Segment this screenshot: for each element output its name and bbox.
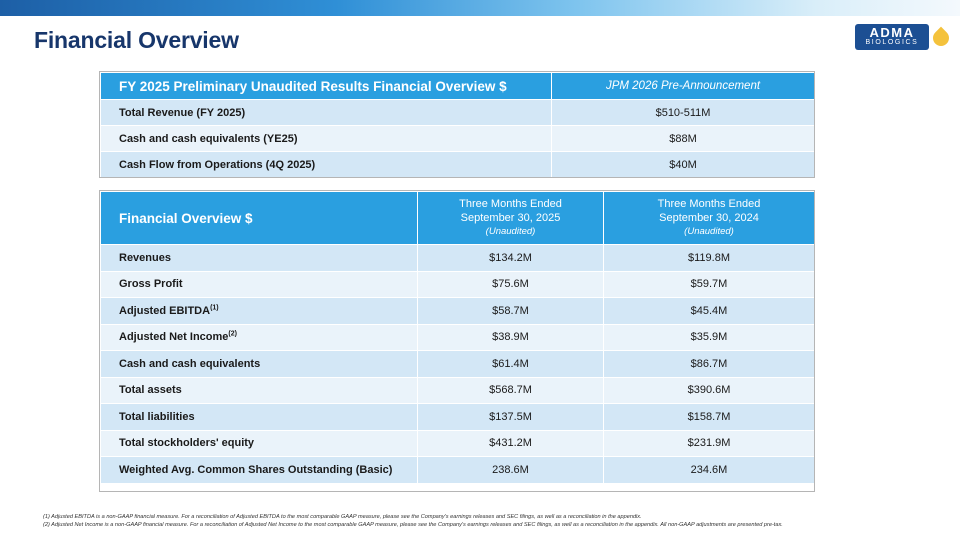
col-header-line1: Three Months Ended bbox=[657, 198, 761, 210]
value-2024: $45.4M bbox=[603, 297, 815, 325]
col-header-line2: September 30, 2025 bbox=[460, 212, 561, 224]
footnote-1: (1) Adjusted EBITDA is a non-GAAP financ… bbox=[43, 514, 642, 520]
row-label-text: Revenues bbox=[119, 251, 171, 264]
financial-overview-table: Financial Overview $ Three Months Ended … bbox=[100, 191, 815, 484]
table-row: Total assets $568.7M $390.6M bbox=[100, 376, 815, 404]
preliminary-results-table: FY 2025 Preliminary Unaudited Results Fi… bbox=[100, 72, 815, 178]
row-value: $510-511M bbox=[551, 99, 815, 126]
row-label: Total assets bbox=[100, 376, 418, 404]
row-label: Weighted Avg. Common Shares Outstanding … bbox=[100, 456, 418, 484]
table1-header-left: FY 2025 Preliminary Unaudited Results Fi… bbox=[100, 72, 552, 100]
value-2025: $568.7M bbox=[417, 376, 604, 404]
value-2025: 238.6M bbox=[417, 456, 604, 484]
value-2025: $137.5M bbox=[417, 403, 604, 431]
table-row: Cash and cash equivalents $61.4M $86.7M bbox=[100, 350, 815, 378]
row-label: Cash Flow from Operations (4Q 2025) bbox=[100, 151, 552, 178]
top-gradient-band bbox=[0, 0, 960, 16]
row-label: Total stockholders' equity bbox=[100, 429, 418, 457]
table-row: Gross Profit $75.6M $59.7M bbox=[100, 270, 815, 298]
table-row: Cash and cash equivalents (YE25) $88M bbox=[100, 125, 815, 152]
row-label-text: Adjusted EBITDA bbox=[119, 304, 211, 317]
row-label: Total liabilities bbox=[100, 403, 418, 431]
table2-header-left: Financial Overview $ bbox=[100, 191, 418, 245]
drop-icon bbox=[929, 26, 953, 50]
table-row: Cash Flow from Operations (4Q 2025) $40M bbox=[100, 151, 815, 178]
table-row: Total liabilities $137.5M $158.7M bbox=[100, 403, 815, 431]
value-2025: $75.6M bbox=[417, 270, 604, 298]
row-label: Adjusted EBITDA(1) bbox=[100, 297, 418, 325]
col-header-line2: September 30, 2024 bbox=[659, 212, 759, 224]
logo-subtitle: BIOLOGICS bbox=[865, 39, 919, 46]
value-2025: $38.9M bbox=[417, 323, 604, 351]
row-label-text: Weighted Avg. Common Shares Outstanding … bbox=[119, 463, 393, 476]
value-2024: $158.7M bbox=[603, 403, 815, 431]
footnotes: (1) Adjusted EBITDA is a non-GAAP financ… bbox=[43, 513, 943, 529]
logo-box: ADMA BIOLOGICS bbox=[855, 24, 929, 50]
company-logo: ADMA BIOLOGICS bbox=[855, 24, 953, 52]
value-2024: $59.7M bbox=[603, 270, 815, 298]
row-label-text: Adjusted Net Income bbox=[119, 331, 229, 344]
col-header-note: (Unaudited) bbox=[684, 226, 734, 237]
value-2024: $35.9M bbox=[603, 323, 815, 351]
table-row: Adjusted Net Income(2) $38.9M $35.9M bbox=[100, 323, 815, 351]
logo-name: ADMA bbox=[869, 25, 915, 40]
row-value: $88M bbox=[551, 125, 815, 152]
row-value: $40M bbox=[551, 151, 815, 178]
row-label: Adjusted Net Income(2) bbox=[100, 323, 418, 351]
value-2025: $61.4M bbox=[417, 350, 604, 378]
value-2025: $58.7M bbox=[417, 297, 604, 325]
footnote-ref: (1) bbox=[210, 304, 219, 312]
row-label: Cash and cash equivalents bbox=[100, 350, 418, 378]
table-row: Total Revenue (FY 2025) $510-511M bbox=[100, 99, 815, 126]
value-2025: $134.2M bbox=[417, 244, 604, 272]
row-label: Gross Profit bbox=[100, 270, 418, 298]
row-label: Revenues bbox=[100, 244, 418, 272]
page-title: Financial Overview bbox=[34, 27, 239, 53]
table-header-row: FY 2025 Preliminary Unaudited Results Fi… bbox=[100, 72, 815, 100]
column-header-2024: Three Months Ended September 30, 2024 (U… bbox=[603, 191, 815, 245]
row-label-text: Total liabilities bbox=[119, 410, 195, 423]
row-label: Total Revenue (FY 2025) bbox=[100, 99, 552, 126]
value-2024: $119.8M bbox=[603, 244, 815, 272]
footnote-2: (2) Adjusted Net Income is a non-GAAP fi… bbox=[43, 522, 783, 528]
table-row: Revenues $134.2M $119.8M bbox=[100, 244, 815, 272]
table-row: Weighted Avg. Common Shares Outstanding … bbox=[100, 456, 815, 484]
col-header-line1: Three Months Ended bbox=[459, 198, 562, 210]
table1-header-right: JPM 2026 Pre-Announcement bbox=[551, 72, 815, 100]
column-header-2025: Three Months Ended September 30, 2025 (U… bbox=[417, 191, 604, 245]
row-label: Cash and cash equivalents (YE25) bbox=[100, 125, 552, 152]
value-2024: $231.9M bbox=[603, 429, 815, 457]
col-header-note: (Unaudited) bbox=[485, 226, 536, 237]
value-2024: 234.6M bbox=[603, 456, 815, 484]
value-2024: $390.6M bbox=[603, 376, 815, 404]
table-header-row: Financial Overview $ Three Months Ended … bbox=[100, 191, 815, 245]
value-2024: $86.7M bbox=[603, 350, 815, 378]
table-row: Adjusted EBITDA(1) $58.7M $45.4M bbox=[100, 297, 815, 325]
row-label-text: Total stockholders' equity bbox=[119, 437, 255, 450]
value-2025: $431.2M bbox=[417, 429, 604, 457]
row-label-text: Gross Profit bbox=[119, 278, 183, 291]
footnote-ref: (2) bbox=[228, 330, 237, 338]
row-label-text: Total assets bbox=[119, 384, 182, 397]
row-label-text: Cash and cash equivalents bbox=[119, 357, 261, 370]
table-row: Total stockholders' equity $431.2M $231.… bbox=[100, 429, 815, 457]
